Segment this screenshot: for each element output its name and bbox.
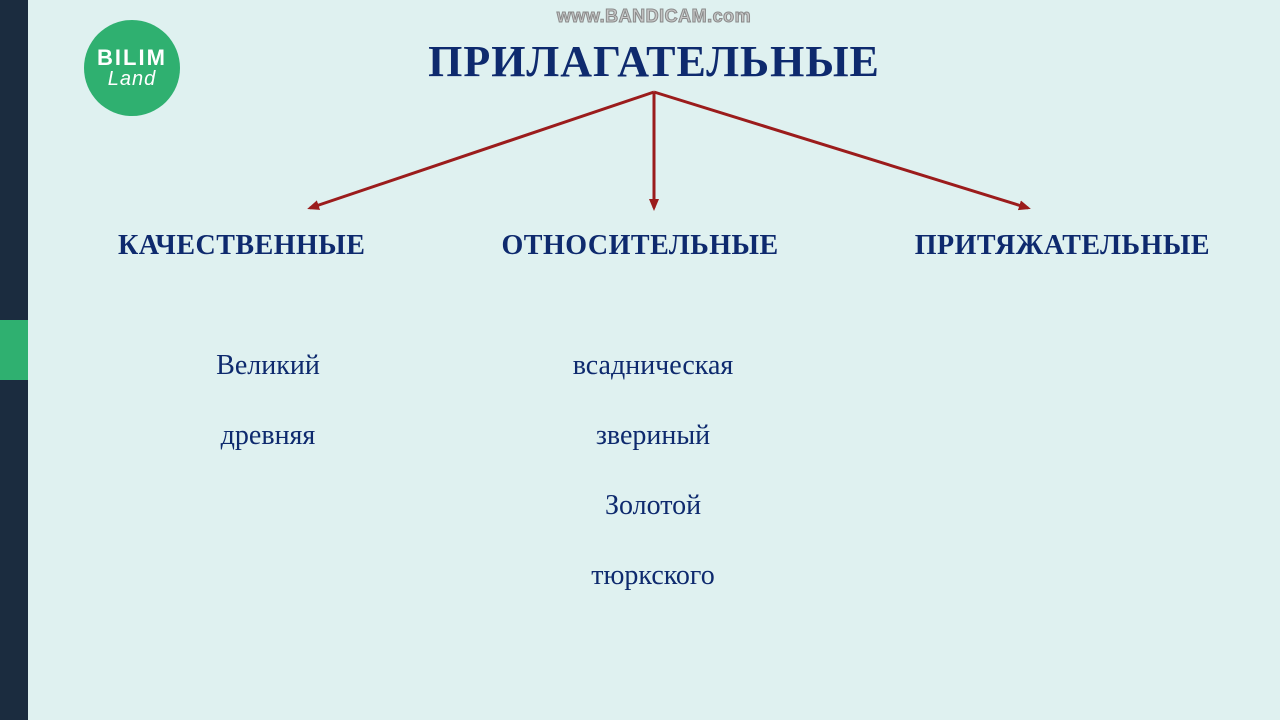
sidebar-segment — [0, 190, 28, 320]
diagram-title: ПРИЛАГАТЕЛЬНЫЕ — [28, 36, 1280, 87]
left-sidebar — [0, 0, 28, 720]
examples-col-1: всадническая звериный Золотой тюркского — [493, 350, 813, 592]
category-label-2: ПРИТЯЖАТЕЛЬНЫЕ — [915, 230, 1210, 262]
example-item: тюркского — [591, 560, 714, 592]
category-label-1: ОТНОСИТЕЛЬНЫЕ — [502, 230, 779, 262]
sidebar-segment — [0, 0, 28, 190]
watermark: www.BANDICAM.com — [28, 6, 1280, 27]
arrow-to-branch-2 — [654, 92, 1028, 208]
sidebar-segment-accent — [0, 320, 28, 380]
slide: www.BANDICAM.com BILIM Land ПРИЛАГАТЕЛЬН… — [28, 0, 1280, 720]
example-item: древняя — [221, 420, 316, 452]
category-label-0: КАЧЕСТВЕННЫЕ — [118, 230, 365, 262]
category-row: КАЧЕСТВЕННЫЕ ОТНОСИТЕЛЬНЫЕ ПРИТЯЖАТЕЛЬНЫ… — [28, 230, 1280, 262]
example-item: звериный — [596, 420, 710, 452]
example-item: Золотой — [605, 490, 701, 522]
example-item: всадническая — [573, 350, 734, 382]
sidebar-segment — [0, 380, 28, 720]
arrow-to-branch-0 — [310, 92, 654, 208]
examples-col-0: Великий древняя — [138, 350, 398, 452]
example-item: Великий — [216, 350, 320, 382]
